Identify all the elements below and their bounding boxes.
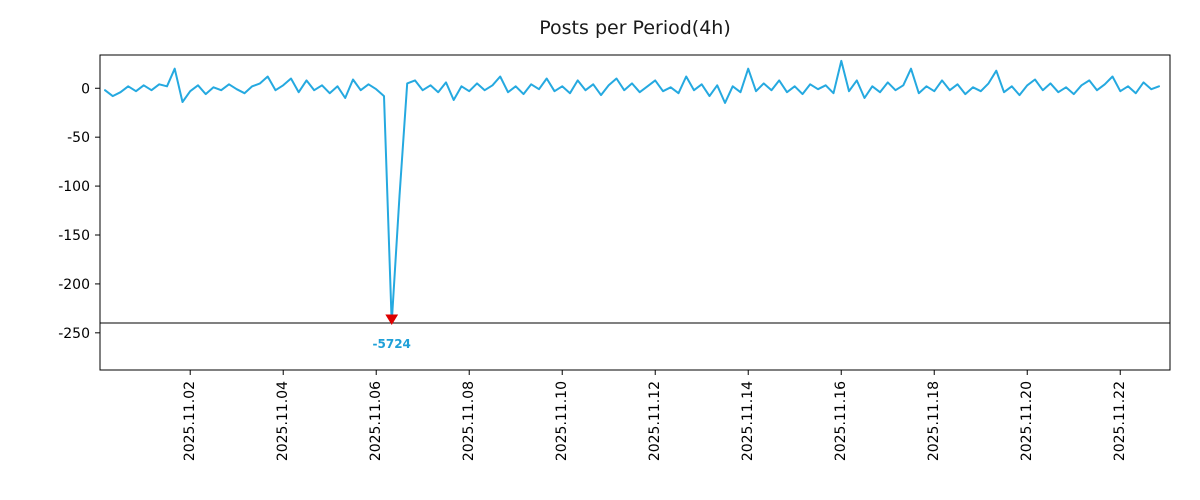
x-tick-label: 2025.11.20 (1019, 381, 1035, 461)
x-tick-label: 2025.11.14 (740, 381, 756, 461)
series-line (104, 59, 1160, 324)
min-annotation-label: -5724 (373, 337, 411, 351)
y-tick-label: -250 (58, 326, 90, 342)
y-tick-label: -100 (58, 179, 90, 195)
x-tick-label: 2025.11.02 (182, 381, 198, 461)
x-tick-label: 2025.11.08 (461, 381, 477, 461)
plot-border (99, 54, 1171, 371)
y-tick-label: 0 (81, 81, 90, 97)
min-marker-icon (385, 314, 399, 326)
x-tick-label: 2025.11.18 (926, 381, 942, 461)
x-tick-label: 2025.11.22 (1112, 381, 1128, 461)
x-tick-label: 2025.11.04 (275, 381, 291, 461)
y-tick-label: -150 (58, 228, 90, 244)
chart-title: Posts per Period(4h) (539, 17, 731, 39)
x-tick-label: 2025.11.12 (647, 381, 663, 461)
y-tick-label: -50 (67, 130, 90, 146)
x-tick-label: 2025.11.10 (554, 381, 570, 461)
y-tick-label: -200 (58, 277, 90, 293)
x-tick-label: 2025.11.06 (368, 381, 384, 461)
x-tick-label: 2025.11.16 (833, 381, 849, 461)
